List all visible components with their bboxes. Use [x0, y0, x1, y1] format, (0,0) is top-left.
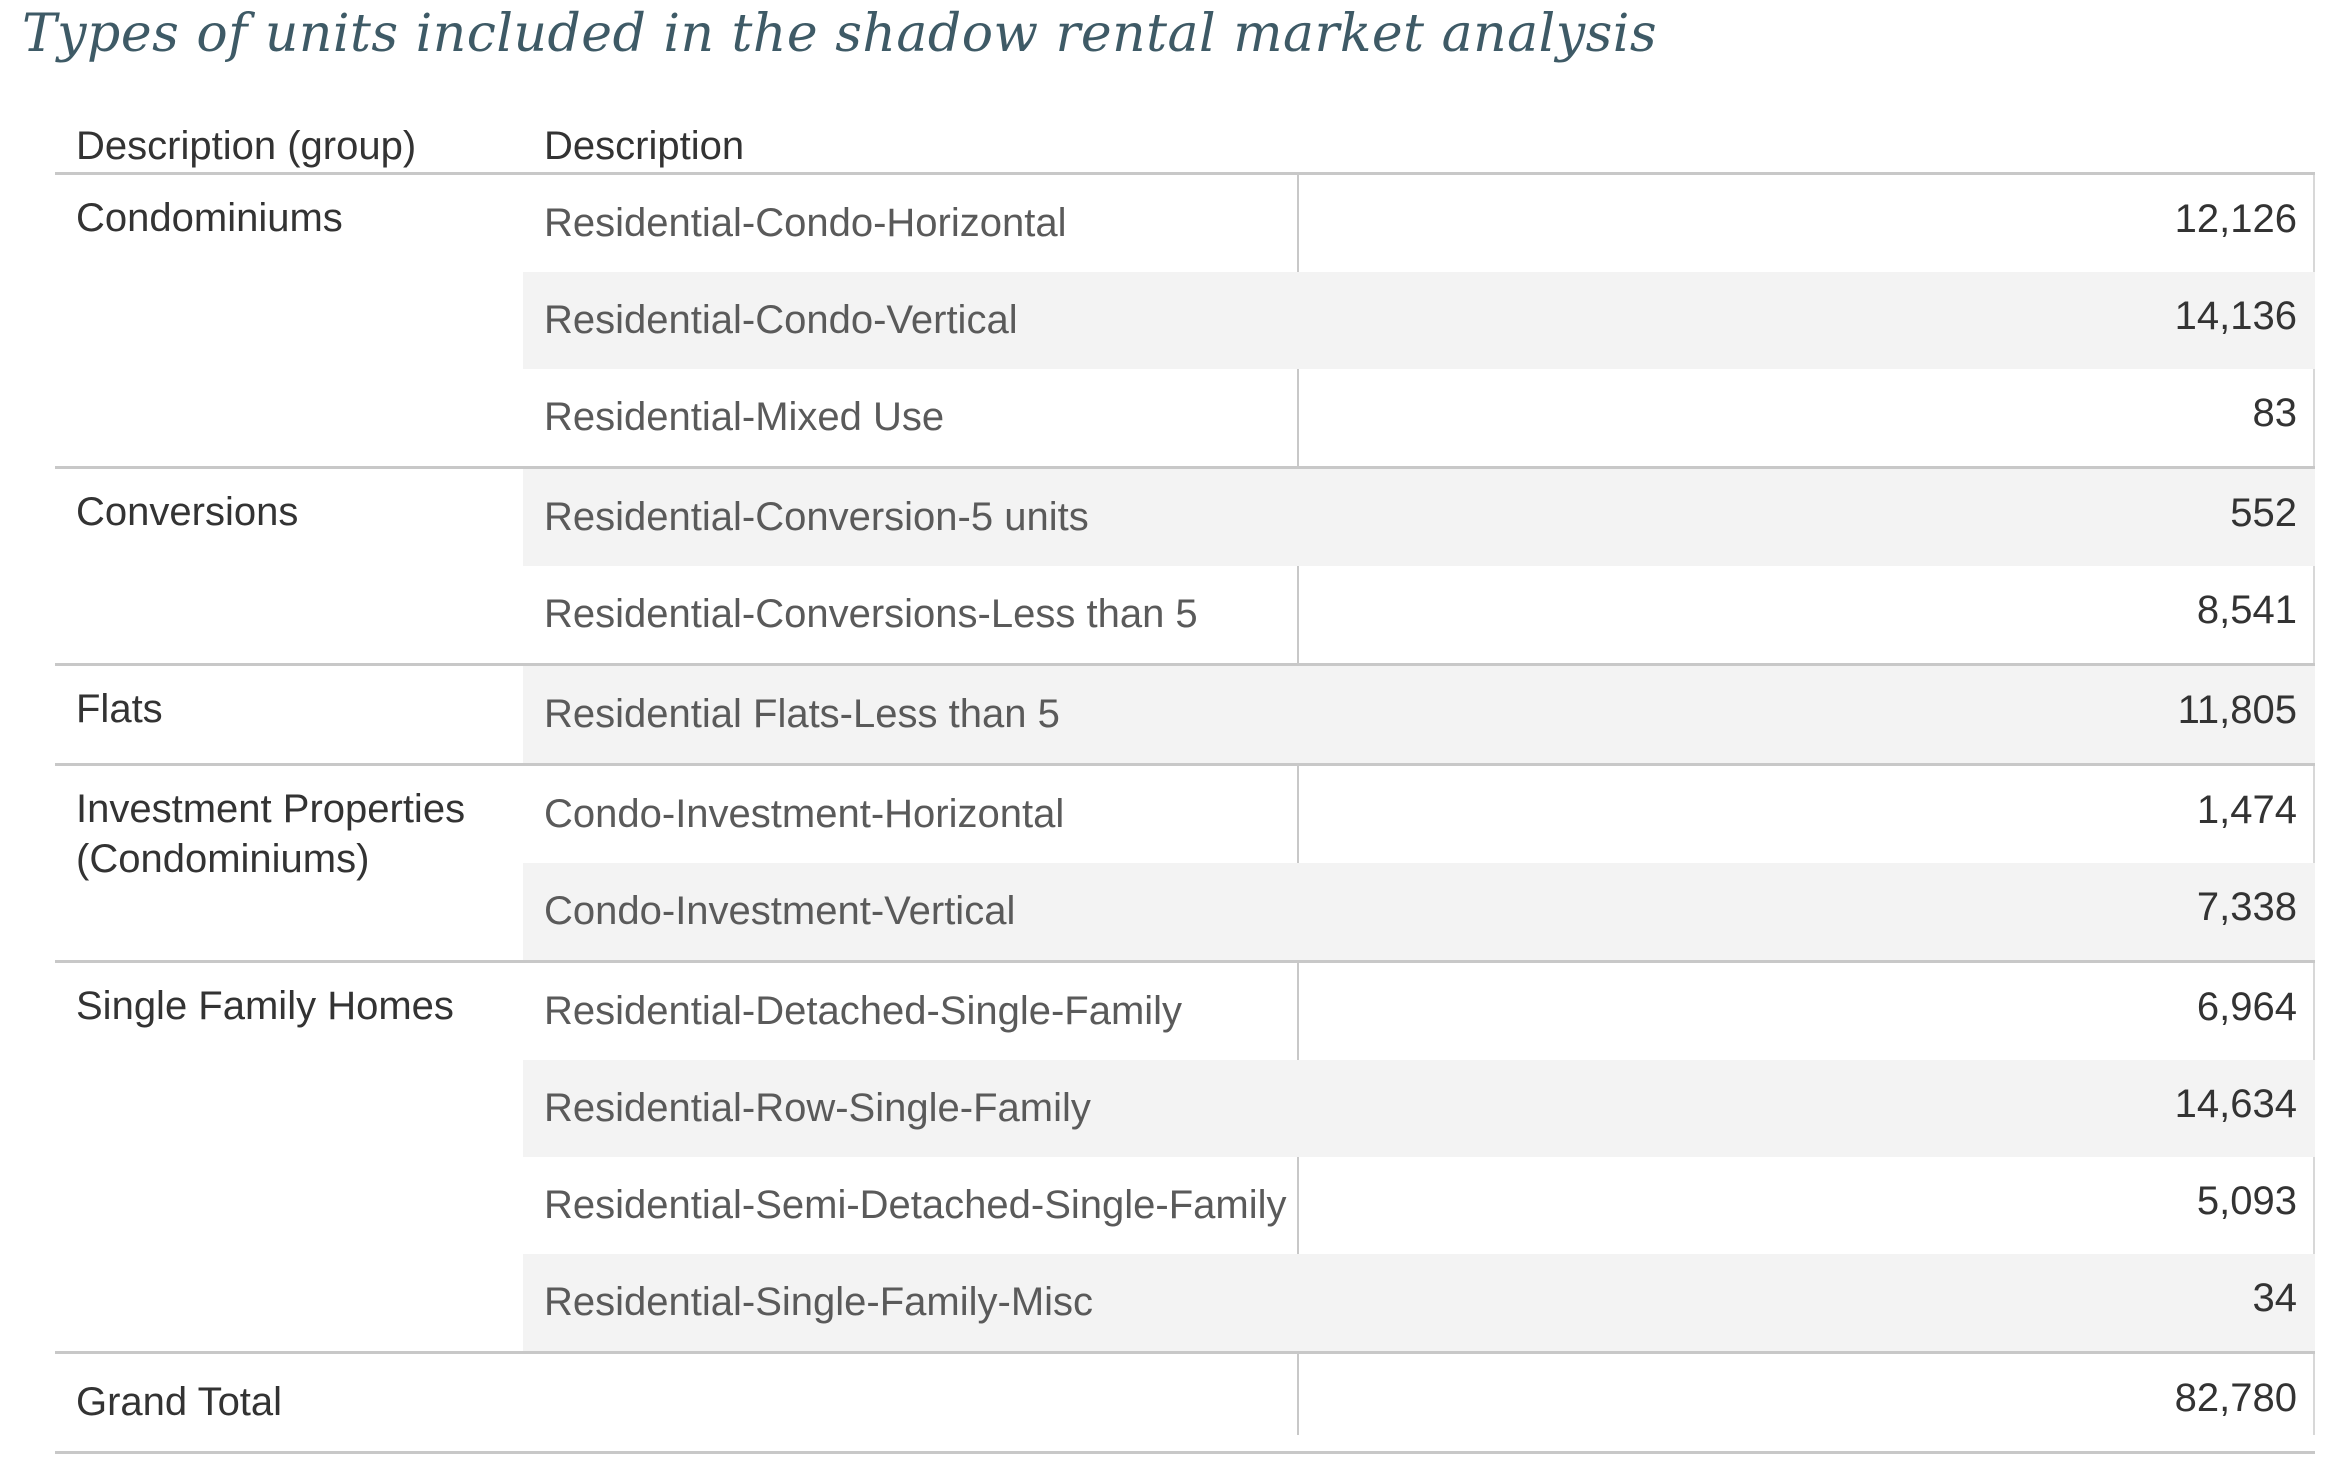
row-value: 8,541 [2196, 588, 2297, 632]
group-label: Single Family Homes [76, 984, 454, 1028]
row-description: Residential-Conversion-5 units [544, 495, 1089, 539]
table-row: Residential-Single-Family-Misc 34 [55, 1254, 2315, 1351]
row-description: Residential-Single-Family-Misc [544, 1280, 1094, 1324]
row-description: Condo-Investment-Vertical [544, 889, 1016, 933]
row-description: Residential-Condo-Vertical [544, 298, 1018, 342]
column-header-group: Description (group) [76, 124, 417, 168]
row-background [523, 863, 2315, 960]
row-description: Residential-Detached-Single-Family [544, 989, 1183, 1033]
column-header-description: Description [544, 124, 745, 168]
row-value: 34 [2252, 1276, 2298, 1320]
row-value: 14,136 [2174, 294, 2297, 338]
row-value: 11,805 [2177, 688, 2297, 732]
group-label: Flats [76, 687, 163, 731]
row-description: Residential-Row-Single-Family [544, 1086, 1091, 1130]
table-row: Residential-Row-Single-Family 14,634 [55, 1060, 2315, 1157]
table-group: Investment Properties (Condominiums) Cond… [55, 763, 2315, 960]
row-value: 12,126 [2174, 197, 2297, 241]
row-background [523, 1060, 2315, 1157]
table-header: Description (group) Description [55, 118, 2315, 174]
table-row: Residential Flats-Less than 5 11,805 [55, 666, 2315, 763]
table-row: Condo-Investment-Vertical 7,338 [55, 863, 2315, 960]
table-row: Residential-Detached-Single-Family 6,964 [55, 963, 2315, 1060]
data-table: Condominiums Residential-Condo-Horizontal… [55, 172, 2315, 1454]
row-value: 6,964 [2196, 985, 2297, 1029]
row-value: 1,474 [2196, 788, 2297, 832]
row-background [523, 469, 2315, 566]
table-row: Residential-Mixed Use 83 [55, 369, 2315, 466]
table-row: Residential-Condo-Vertical 14,136 [55, 272, 2315, 369]
row-description: Residential Flats-Less than 5 [544, 692, 1060, 736]
row-value: 7,338 [2196, 885, 2297, 929]
table-row: Residential-Conversion-5 units 552 [55, 469, 2315, 566]
column-divider [1297, 172, 1299, 1435]
row-background [523, 1254, 2315, 1351]
table-row: Residential-Semi-Detached-Single-Family 5… [55, 1157, 2315, 1254]
row-value: 14,634 [2174, 1082, 2297, 1126]
grand-total-row: Grand Total 82,780 [55, 1351, 2315, 1454]
grand-total-value: 82,780 [2174, 1376, 2297, 1420]
table-right-border [2313, 172, 2315, 1435]
page-title: Types of units included in the shadow re… [22, 4, 1658, 64]
table-group: Flats Residential Flats-Less than 5 11,805 [55, 663, 2315, 763]
row-value: 5,093 [2196, 1179, 2297, 1223]
table-row: Residential-Conversions-Less than 5 8,541 [55, 566, 2315, 663]
row-description: Condo-Investment-Horizontal [544, 792, 1065, 836]
group-label: Investment Properties (Condominiums) [76, 787, 466, 881]
group-label: Conversions [76, 490, 299, 534]
table-group: Single Family Homes Residential-Detached-… [55, 960, 2315, 1351]
row-background [523, 272, 2315, 369]
row-description: Residential-Semi-Detached-Single-Family [544, 1183, 1287, 1227]
table-group: Condominiums Residential-Condo-Horizontal… [55, 172, 2315, 466]
row-description: Residential-Mixed Use [544, 395, 945, 439]
table-row: Condo-Investment-Horizontal 1,474 [55, 766, 2315, 863]
row-background [523, 666, 2315, 763]
table-group: Conversions Residential-Conversion-5 unit… [55, 466, 2315, 663]
group-label: Condominiums [76, 196, 343, 240]
row-value: 552 [2230, 491, 2297, 535]
row-description: Residential-Condo-Horizontal [544, 201, 1067, 245]
grand-total-label: Grand Total [76, 1380, 283, 1424]
table-row: Residential-Condo-Horizontal 12,126 [55, 175, 2315, 272]
row-value: 83 [2252, 391, 2298, 435]
row-description: Residential-Conversions-Less than 5 [544, 592, 1198, 636]
